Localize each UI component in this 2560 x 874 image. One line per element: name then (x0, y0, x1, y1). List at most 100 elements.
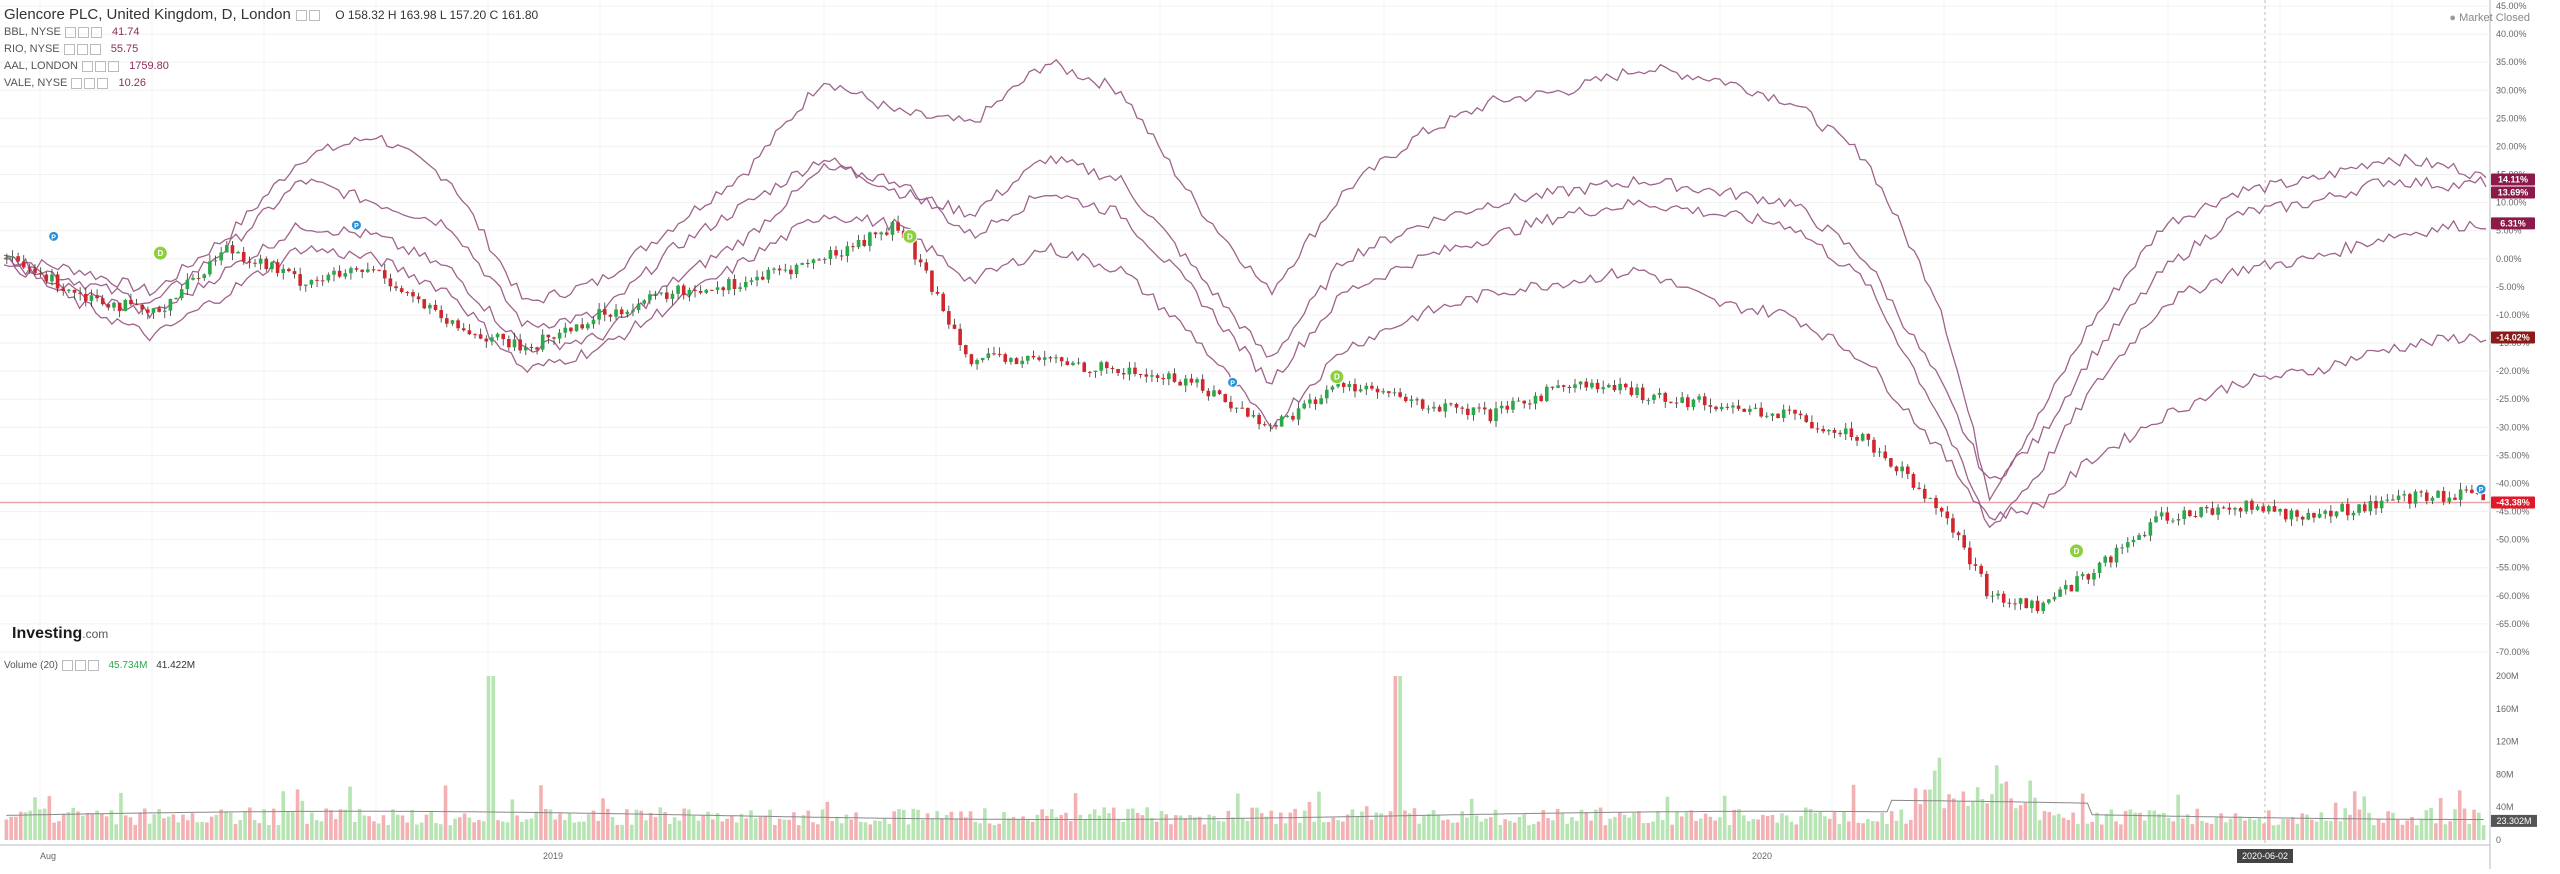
volume-bar (935, 811, 939, 840)
end-badge-text: 6.31% (2500, 218, 2526, 228)
y-tick-label: -60.00% (2496, 591, 2530, 601)
volume-bar (1665, 796, 1670, 840)
legend-close-icon[interactable] (108, 60, 120, 72)
candle-body (1601, 387, 1605, 390)
candle-body (619, 309, 624, 315)
candle-body (2035, 600, 2040, 612)
legend-eye-icon[interactable] (71, 77, 83, 89)
volume-bar (1441, 820, 1445, 840)
legend-series-bbl[interactable]: BBL, NYSE 41.74 (4, 24, 538, 41)
volume-bar (14, 816, 18, 840)
candle-body (2244, 500, 2249, 512)
legend-eye-icon[interactable] (63, 43, 75, 55)
y-tick-label: 30.00% (2496, 85, 2527, 95)
volume-bar (2033, 797, 2037, 840)
candle-body (422, 299, 427, 309)
legend-eye-icon[interactable] (61, 660, 73, 671)
volume-bar (586, 814, 591, 840)
legend-settings-icon[interactable] (77, 26, 89, 38)
volume-bar (1107, 813, 1111, 840)
legend-settings-icon[interactable] (95, 60, 107, 72)
volume-legend[interactable]: Volume (20) 45.734M 41.422M (4, 660, 195, 671)
volume-bar (1579, 809, 1584, 840)
legend-eye-icon[interactable] (64, 26, 76, 38)
candle-body (2334, 511, 2339, 517)
legend-close-icon[interactable] (309, 9, 321, 21)
candle-body (2340, 504, 2344, 512)
legend-series-aal[interactable]: AAL, LONDON 1759.80 (4, 58, 538, 75)
marker-letter: P (51, 234, 56, 241)
end-badge-text: -14.02% (2496, 333, 2530, 343)
candle-body (2120, 547, 2124, 549)
volume-bar (2162, 812, 2166, 840)
volume-bar (2099, 824, 2104, 840)
legend-series-rio[interactable]: RIO, NYSE 55.75 (4, 41, 538, 58)
x-axis: Aug 2019 2020 2020-06-02 (40, 849, 2293, 863)
volume-bar (491, 676, 496, 840)
y-tick-label: 5.00% (2496, 226, 2522, 236)
legend-series-vale[interactable]: VALE, NYSE 10.26 (4, 75, 538, 92)
volume-bar (1068, 821, 1073, 840)
volume-bar (1770, 815, 1775, 840)
volume-bar (434, 822, 438, 840)
volume-bar (1727, 825, 1732, 840)
legend-eye-icon[interactable] (82, 60, 94, 72)
legend-close-icon[interactable] (87, 660, 99, 671)
legend-close-icon[interactable] (90, 26, 102, 38)
volume-bar (248, 807, 252, 840)
candle-body (2464, 489, 2469, 491)
legend-settings-icon[interactable] (76, 43, 88, 55)
volume-bar (1336, 820, 1340, 840)
volume-bar (329, 810, 333, 840)
candle-body (411, 292, 415, 297)
candle-body (1793, 409, 1797, 414)
candle-body (151, 308, 156, 313)
candle-body (1945, 511, 1950, 519)
volume-bar (42, 808, 47, 840)
legend-settings-icon[interactable] (84, 77, 96, 89)
candle-body (1144, 374, 1149, 377)
legend-close-icon[interactable] (97, 77, 109, 89)
volume-tick-label: 0 (2496, 835, 2501, 845)
candle-body (625, 311, 630, 315)
volume-bar (921, 819, 925, 840)
volume-bar (1212, 815, 1216, 840)
candle-body (1172, 373, 1177, 382)
candle-body (2379, 500, 2384, 509)
volume-bar (1885, 824, 1889, 840)
volume-bar (1341, 821, 1345, 840)
candle-body (1663, 392, 1668, 402)
legend-settings-icon[interactable] (74, 660, 86, 671)
candle-body (1657, 392, 1662, 395)
volume-bar (2104, 813, 2109, 840)
legend-close-icon[interactable] (89, 43, 101, 55)
main-symbol-legend[interactable]: Glencore PLC, United Kingdom, D, London … (4, 6, 538, 24)
volume-bar (1952, 798, 1956, 840)
y-tick-label: -40.00% (2496, 478, 2530, 488)
candle-body (1082, 362, 1087, 372)
candle-body (281, 268, 286, 274)
candle-body (2103, 556, 2108, 563)
volume-bar (1364, 806, 1369, 840)
candle-body (208, 261, 212, 275)
candle-body (2362, 504, 2367, 512)
volume-tick-label: 40M (2496, 802, 2514, 812)
volume-bar (496, 820, 500, 840)
candle-body (2058, 589, 2062, 597)
candle-body (1409, 399, 1414, 402)
volume-bar (1245, 820, 1250, 840)
candle-body (1872, 439, 1876, 453)
candle-body (1432, 406, 1436, 409)
volume-bar (1431, 810, 1436, 840)
candle-body (1951, 518, 1955, 533)
candle-body (2441, 490, 2446, 502)
legend-settings-icon[interactable] (296, 9, 308, 21)
date-highlight-label: 2020-06-02 (2242, 851, 2288, 861)
candle-body (935, 291, 940, 294)
candle-body (5, 257, 9, 259)
candle-body (1499, 405, 1504, 409)
candle-body (2142, 535, 2147, 537)
candle-body (2092, 573, 2096, 580)
volume-bar (2443, 824, 2448, 840)
